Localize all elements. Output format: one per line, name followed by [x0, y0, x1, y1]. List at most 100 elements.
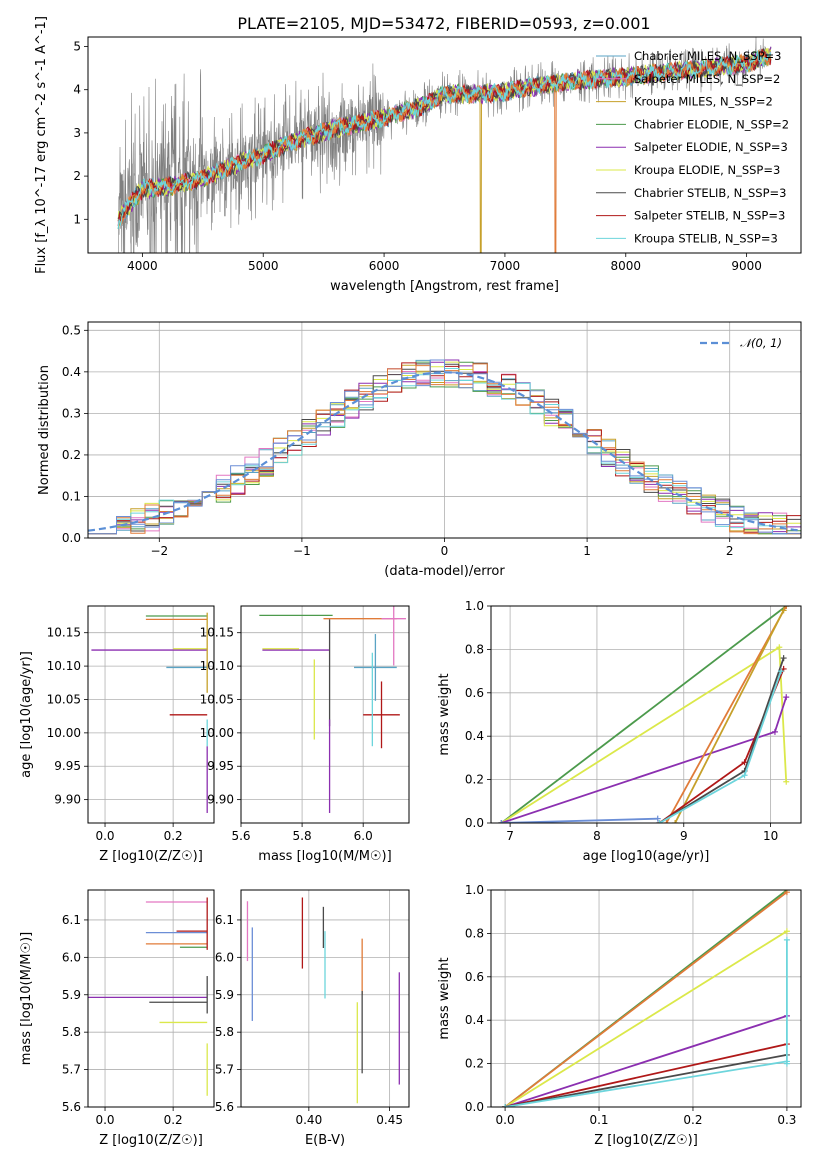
x-tick-label: 0.0 [95, 829, 114, 843]
massweight-line [504, 1060, 788, 1107]
x-tick-label: 9 [680, 829, 688, 843]
x-axis-label: age [log10(age/yr)] [583, 849, 710, 864]
massweight-marker [672, 820, 679, 823]
y-tick-label: 5.9 [215, 988, 234, 1002]
x-tick-label: 5000 [248, 259, 279, 273]
chart-age-vs-mass: 5.6 5.8 6.0 9.90 9.95 10.00 10.05 10.10 10.15 mas… [200, 605, 410, 864]
y-tick-label: 2 [73, 169, 81, 183]
y-tick-label: 10.15 [47, 626, 81, 640]
massweight-marker [783, 928, 790, 935]
x-tick-label: 5.6 [231, 829, 250, 843]
y-tick-label: 0.6 [465, 970, 484, 984]
axes-frame [490, 605, 802, 824]
massweight-line [501, 696, 788, 823]
y-tick-label: 0.0 [465, 1100, 484, 1114]
y-tick-label: 5.6 [62, 1100, 81, 1114]
massweight-marker [778, 668, 785, 675]
y-tick-label: 0.2 [465, 1057, 484, 1071]
massweight-marker [502, 1104, 509, 1107]
massweight-marker [663, 820, 670, 823]
chart-massweight-vs-Z: 0.0 0.1 0.2 0.3 0.0 0.2 0.4 0.6 0.8 1.0 Z [log10(Z… [437, 883, 802, 1148]
y-tick-label: 0.2 [62, 448, 81, 462]
y-tick-label: 0.8 [465, 926, 484, 940]
axes-frame [87, 321, 802, 539]
massweight-line [504, 1054, 788, 1107]
y-tick-label: 3 [73, 126, 81, 140]
histogram-step [88, 359, 801, 535]
legend-label: Chabrier STELIB, N_SSP=3 [634, 186, 786, 200]
y-tick-label: 0.8 [465, 642, 484, 656]
y-tick-label: 5.7 [62, 1063, 81, 1077]
legend-label: Kroupa STELIB, N_SSP=3 [634, 231, 778, 245]
massweight-line [504, 891, 788, 1107]
y-tick-label: 1.0 [465, 883, 484, 897]
axes-frame [87, 889, 215, 1108]
x-tick-label: 5.8 [293, 829, 312, 843]
x-tick-label: 6000 [369, 259, 400, 273]
x-tick-label: 2 [726, 544, 734, 558]
x-tick-label: 0.45 [376, 1113, 403, 1127]
chart-massweight-vs-age: 7 8 9 10 0.0 0.2 0.4 0.6 0.8 1.0 age [log10(age/yr… [437, 599, 802, 864]
massweight-line [665, 606, 787, 823]
y-tick-label: 5.9 [62, 988, 81, 1002]
x-tick-label: 8 [593, 829, 601, 843]
plot-area [259, 606, 406, 813]
figure-title: PLATE=2105, MJD=53472, FIBERID=0593, z=0… [237, 14, 650, 33]
y-tick-label: 10.10 [47, 659, 81, 673]
massweight-marker [654, 815, 661, 822]
y-tick-label: 5.8 [215, 1025, 234, 1039]
y-tick-label: 9.95 [207, 759, 234, 773]
y-tick-label: 9.95 [54, 759, 81, 773]
y-tick-label: 10.15 [200, 626, 234, 640]
x-tick-label: 1 [583, 544, 591, 558]
x-tick-label: 7000 [490, 259, 521, 273]
massweight-marker [741, 772, 748, 779]
legend-label: Salpeter ELODIE, N_SSP=3 [634, 140, 788, 154]
y-tick-label: 6.0 [215, 950, 234, 964]
y-axis-label: mass weight [437, 673, 452, 755]
massweight-line [504, 1043, 788, 1107]
axes-frame [87, 36, 802, 254]
x-tick-label: 9000 [731, 259, 762, 273]
x-axis-label: Z [log10(Z/Z☉)] [99, 849, 203, 864]
y-tick-label: 0.3 [62, 406, 81, 420]
massweight-marker [498, 820, 505, 823]
y-tick-label: 4 [73, 83, 81, 97]
y-tick-label: 0.0 [465, 816, 484, 830]
massweight-marker [656, 820, 663, 823]
chart-mass-vs-EBV: 0.40 0.45 5.6 5.7 5.8 5.9 6.0 6.1 E(B-V) [215, 889, 410, 1148]
y-tick-label: 1 [73, 212, 81, 226]
y-tick-label: 5 [73, 40, 81, 54]
y-tick-label: 9.90 [207, 793, 234, 807]
legend-label: Chabrier MILES, N_SSP=3 [634, 49, 781, 63]
massweight-line [659, 670, 782, 823]
x-tick-label: 0.1 [589, 1113, 608, 1127]
massweight-marker [783, 778, 790, 785]
y-tick-label: 9.90 [54, 793, 81, 807]
legend-label: Chabrier ELODIE, N_SSP=2 [634, 117, 789, 131]
y-tick-label: 6.0 [62, 950, 81, 964]
chart-spectrum: 4000 5000 6000 7000 8000 9000 1 2 3 4 5 wavelength … [34, 16, 802, 294]
plot-area [502, 890, 790, 1107]
plot-area [117, 37, 772, 253]
y-tick-label: 0.4 [465, 1013, 484, 1027]
y-axis-label: mass weight [437, 957, 452, 1039]
x-axis-label: mass [log10(M/M☉)] [258, 849, 391, 864]
massweight-line [500, 645, 788, 823]
massweight-marker [783, 936, 790, 943]
y-tick-label: 0.6 [465, 686, 484, 700]
massweight-line [674, 609, 785, 823]
massweight-marker [780, 655, 787, 662]
plot-area [246, 897, 400, 1104]
axes-frame [240, 889, 410, 1108]
x-axis-label: E(B-V) [305, 1133, 345, 1148]
massweight-marker [783, 1060, 790, 1067]
y-axis-label: Flux [f_λ 10^-17 erg cm^-2 s^-1 A^-1] [34, 16, 49, 274]
massweight-marker [776, 644, 783, 651]
y-tick-label: 10.00 [200, 726, 234, 740]
chart-age-vs-Z: 0.0 0.2 9.90 9.95 10.00 10.05 10.10 10.15 Z [log… [19, 605, 215, 864]
legend-label: Kroupa MILES, N_SSP=2 [634, 95, 773, 109]
legend-label: Salpeter MILES, N_SSP=2 [634, 72, 780, 86]
massweight-marker [780, 607, 787, 614]
